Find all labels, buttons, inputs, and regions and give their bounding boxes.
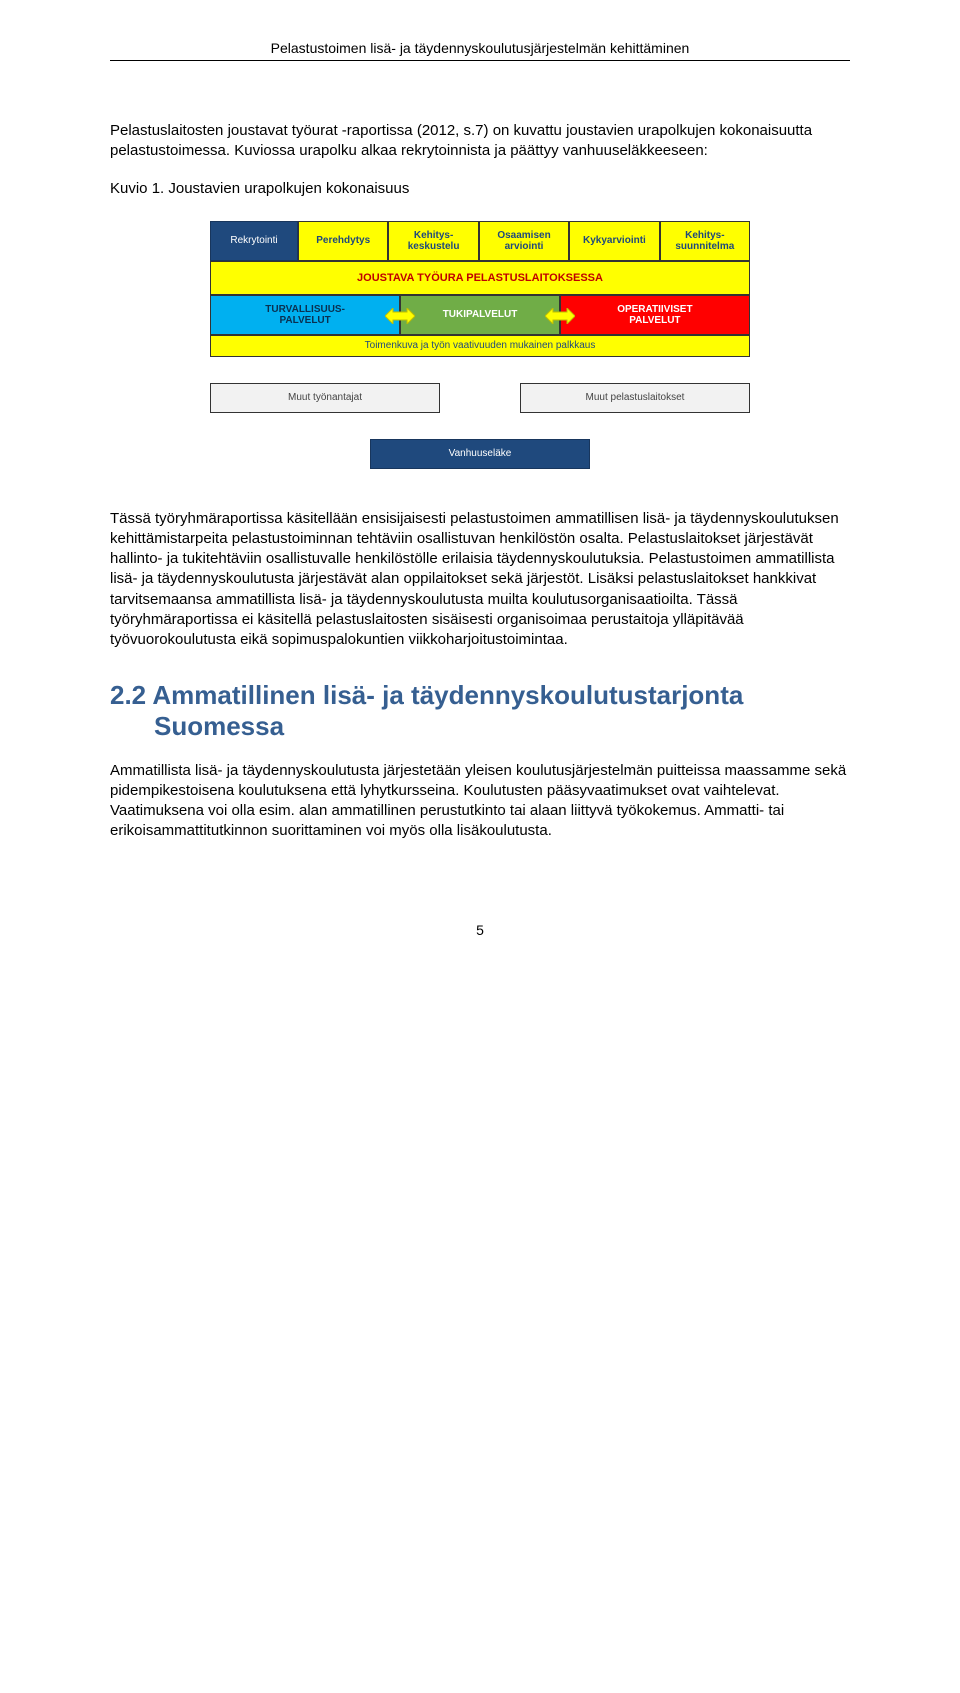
page-number: 5 [110, 922, 850, 938]
node-turvallisuuspalvelut: TURVALLISUUS-PALVELUT [210, 295, 400, 335]
career-path-diagram: Rekrytointi Perehdytys Kehitys-keskustel… [210, 221, 750, 469]
heading-line-2: Suomessa [110, 711, 850, 742]
double-arrow-icon [385, 308, 415, 324]
diagram-row-services: TURVALLISUUS-PALVELUT TUKIPALVELUT OPERA… [210, 295, 750, 335]
main-paragraph: Tässä työryhmäraportissa käsitellään ens… [110, 509, 850, 651]
node-kehityskeskustelu: Kehitys-keskustelu [388, 221, 478, 261]
node-vanhuuselake: Vanhuuseläke [370, 439, 590, 469]
double-arrow-icon [545, 308, 575, 324]
diagram-row-top: Rekrytointi Perehdytys Kehitys-keskustel… [210, 221, 750, 261]
node-rekrytointi: Rekrytointi [210, 221, 298, 261]
node-toimenkuva: Toimenkuva ja työn vaativuuden mukainen … [210, 335, 750, 357]
heading-line-1: 2.2 Ammatillinen lisä- ja täydennyskoulu… [110, 680, 743, 710]
node-muut-tyonantajat: Muut työnantajat [210, 383, 440, 413]
node-operatiiviset-palvelut: OPERATIIVISETPALVELUT [560, 295, 750, 335]
intro-paragraph: Pelastuslaitosten joustavat työurat -rap… [110, 121, 850, 162]
node-joustava-tyoura: JOUSTAVA TYÖURA PELASTUSLAITOKSESSA [210, 261, 750, 295]
node-osaamisen-arviointi: Osaamisenarviointi [479, 221, 569, 261]
node-kehityssuunnitelma: Kehitys-suunnitelma [660, 221, 750, 261]
section-2-2-paragraph: Ammatillista lisä- ja täydennyskoulutust… [110, 761, 850, 842]
diagram-row-external: Muut työnantajat Muut pelastuslaitokset [210, 383, 750, 413]
node-tukipalvelut: TUKIPALVELUT [400, 295, 560, 335]
page-header-title: Pelastustoimen lisä- ja täydennyskoulutu… [110, 40, 850, 61]
node-muut-pelastuslaitokset: Muut pelastuslaitokset [520, 383, 750, 413]
node-kykyarviointi: Kykyarviointi [569, 221, 659, 261]
node-tukipalvelut-label: TUKIPALVELUT [443, 309, 518, 320]
figure-caption: Kuvio 1. Joustavien urapolkujen kokonais… [110, 180, 850, 197]
section-heading-2-2: 2.2 Ammatillinen lisä- ja täydennyskoulu… [110, 680, 850, 742]
node-perehdytys: Perehdytys [298, 221, 388, 261]
